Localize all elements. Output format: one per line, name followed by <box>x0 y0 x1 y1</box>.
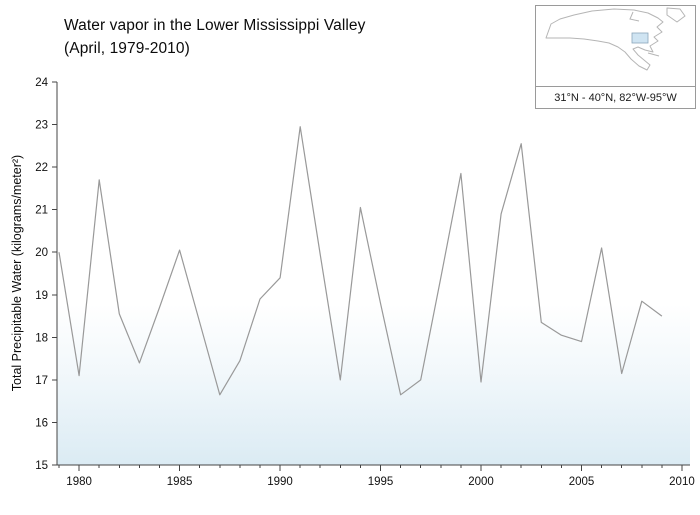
y-tick-label: 15 <box>35 460 48 472</box>
chart-subtitle: (April, 1979-2010) <box>64 40 190 58</box>
x-tick-label: 1980 <box>66 476 92 488</box>
y-tick-label: 20 <box>35 247 48 259</box>
water-vapor-line <box>58 126 663 396</box>
greenland-outline <box>666 7 686 23</box>
plot-background-gradient <box>57 82 690 465</box>
x-tick-label: 2010 <box>669 476 695 488</box>
y-tick-label: 22 <box>35 162 48 174</box>
y-tick-label: 24 <box>35 77 48 89</box>
x-tick-label: 1990 <box>267 476 293 488</box>
hudson-bay-line <box>629 11 640 22</box>
y-tick-label: 16 <box>35 417 48 429</box>
x-tick-label: 2005 <box>569 476 595 488</box>
chart-title-block: Water vapor in the Lower Mississippi Val… <box>64 14 366 61</box>
y-tick-label: 21 <box>35 205 48 217</box>
x-tick-label: 1985 <box>167 476 193 488</box>
y-tick-label: 19 <box>35 290 48 302</box>
north-america-map <box>536 6 695 86</box>
mainland-outline <box>545 8 664 71</box>
cuba-line <box>647 52 660 57</box>
y-axis-title: Total Precipitable Water (kilograms/mete… <box>10 154 24 392</box>
y-tick-label: 17 <box>35 375 48 387</box>
selected-region-overlay <box>631 32 649 44</box>
y-tick-label: 18 <box>35 332 48 344</box>
x-tick-label: 2000 <box>468 476 494 488</box>
x-tick-label: 1995 <box>368 476 394 488</box>
y-tick-label: 23 <box>35 120 48 132</box>
chart-title: Water vapor in the Lower Mississippi Val… <box>64 17 366 34</box>
